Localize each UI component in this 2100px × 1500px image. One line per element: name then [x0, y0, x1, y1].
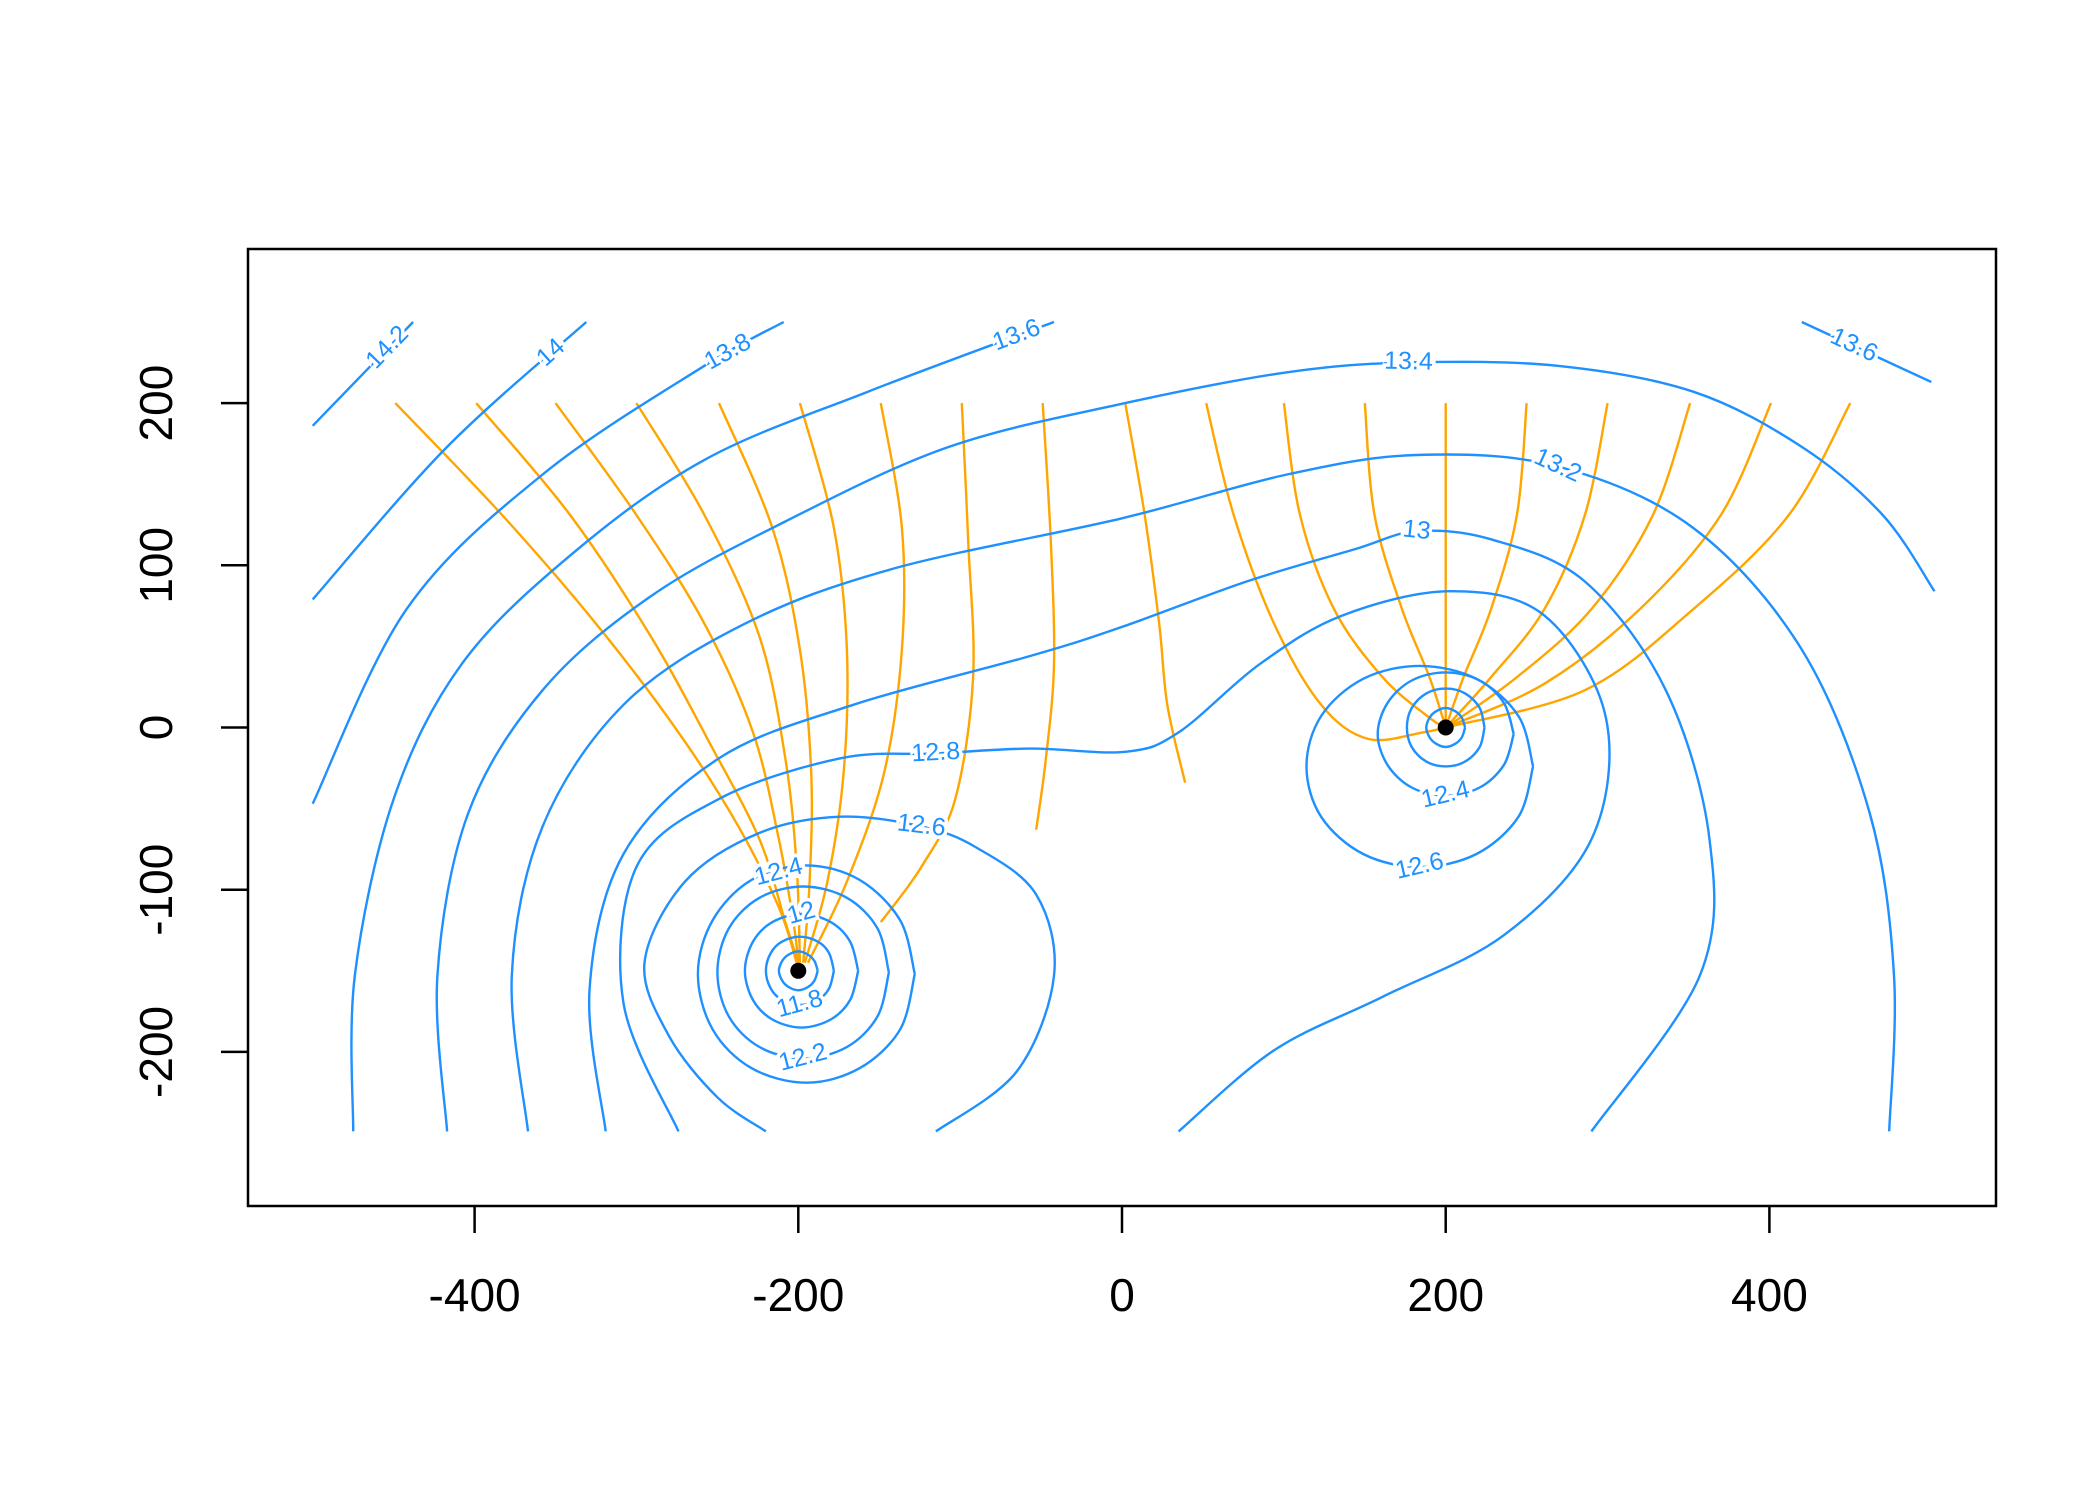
streamline — [1444, 402, 1609, 729]
contour-line — [743, 912, 860, 1029]
streamline — [717, 402, 814, 963]
x-tick-label: -400 — [429, 1269, 521, 1321]
streamline — [394, 402, 798, 964]
y-tick-label: 100 — [130, 527, 182, 604]
x-tick-label: 400 — [1731, 1269, 1808, 1321]
contour-line — [1376, 671, 1515, 797]
streamline — [1205, 402, 1446, 742]
contour-line — [1405, 687, 1486, 768]
contour-label: 12.8 — [911, 737, 961, 768]
contour-label: 12.6 — [896, 808, 948, 842]
contour-line — [350, 320, 1055, 1132]
y-tick-label: -200 — [130, 1006, 182, 1098]
contours — [311, 320, 1936, 1133]
x-tick-label: -200 — [752, 1269, 844, 1321]
y-tick-label: 200 — [130, 365, 182, 442]
x-tick-label: 200 — [1407, 1269, 1484, 1321]
contour-label: 13.4 — [1384, 347, 1433, 376]
contour-line — [587, 529, 1716, 1133]
well-point — [790, 962, 807, 979]
streamline — [806, 402, 906, 964]
streamline — [1444, 402, 1528, 728]
streamlines — [394, 402, 1852, 964]
contour-line — [311, 320, 785, 805]
well-point — [1437, 719, 1454, 736]
contour-line — [435, 360, 1936, 1132]
streamline — [554, 402, 800, 963]
streamline — [1363, 402, 1447, 728]
streamline — [1445, 402, 1773, 729]
contour-line — [696, 864, 916, 1084]
contour-line — [311, 321, 588, 601]
streamline — [1445, 402, 1852, 729]
streamline — [879, 403, 975, 923]
streamline — [798, 402, 849, 964]
contour-line — [777, 950, 819, 992]
contour-line — [764, 935, 836, 1007]
streamline — [1124, 402, 1187, 783]
contour-line — [716, 885, 891, 1060]
x-tick-label: 0 — [1109, 1269, 1135, 1321]
contour-line — [311, 321, 414, 427]
y-tick-label: -100 — [130, 844, 182, 936]
streamline — [635, 402, 802, 963]
contour-label: 13 — [1401, 514, 1432, 545]
contour-line — [643, 815, 1056, 1133]
contour-line — [1801, 320, 1932, 384]
streamline — [1035, 403, 1056, 830]
streamline — [475, 402, 800, 964]
contour-line — [510, 453, 1897, 1132]
y-tick-label: 0 — [130, 715, 182, 741]
contour-line — [619, 589, 1611, 1133]
contour-line — [1425, 706, 1467, 749]
